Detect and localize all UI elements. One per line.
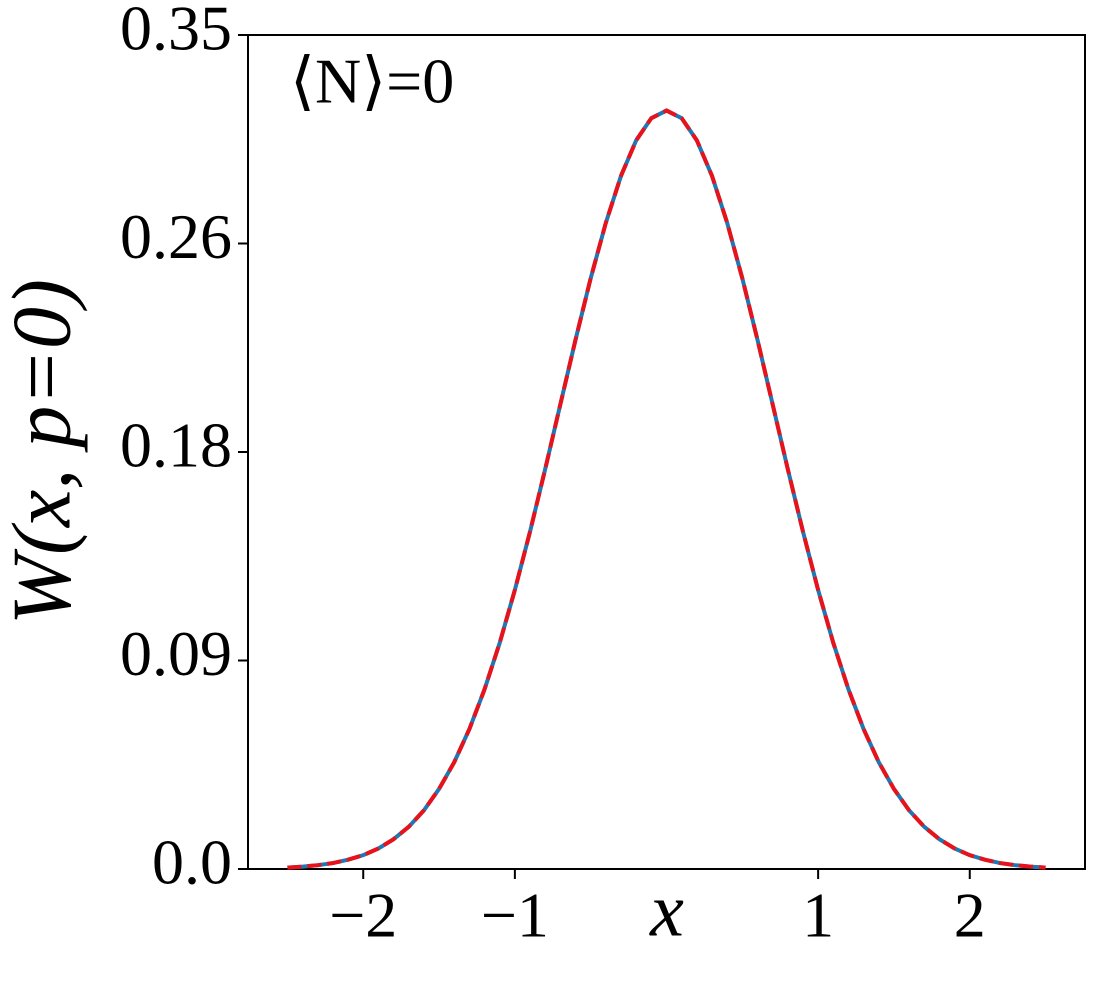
data-line bbox=[287, 108, 1046, 870]
y-tick-label: 0.35 bbox=[120, 0, 232, 64]
y-tick-label: 0.26 bbox=[120, 201, 232, 272]
x-tick-label: 1 bbox=[802, 880, 834, 951]
annotation: ⟨N⟩=0 bbox=[290, 46, 454, 117]
y-tick-label: 0.0 bbox=[152, 827, 232, 898]
x-tick-label: 2 bbox=[954, 880, 986, 951]
x-axis-label: x bbox=[649, 868, 684, 952]
plot-frame bbox=[247, 34, 1086, 870]
data-line bbox=[287, 108, 1046, 870]
x-tick-label: −2 bbox=[329, 880, 397, 951]
y-tick-label: 0.18 bbox=[120, 410, 232, 481]
y-axis-label: W(x, p=0) bbox=[0, 279, 88, 625]
y-tick-label: 0.09 bbox=[120, 618, 232, 689]
x-tick-label: −1 bbox=[481, 880, 549, 951]
